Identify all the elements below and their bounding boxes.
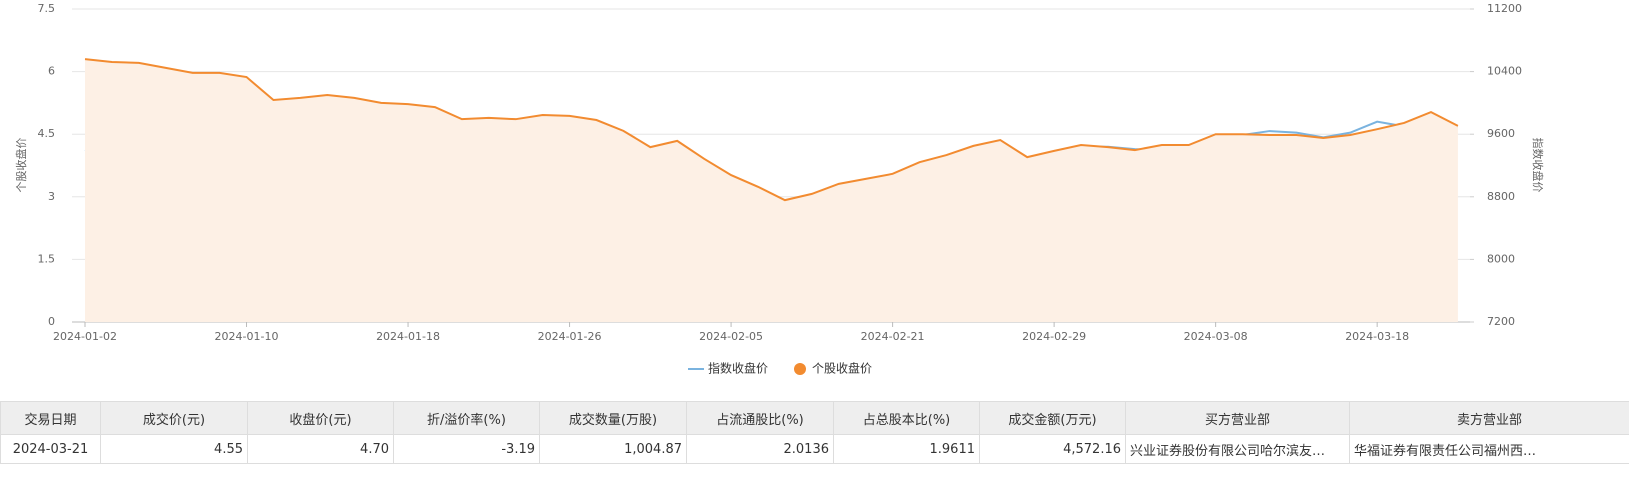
trade-table: 交易日期 成交价(元) 收盘价(元) 折/溢价率(%) 成交数量(万股) 占流通股比(%)… xyxy=(0,401,1629,464)
x-tick-label: 2024-01-18 xyxy=(376,330,440,343)
y2-tick-label: 7200 xyxy=(1487,315,1515,328)
y2-tick-label: 9600 xyxy=(1487,127,1515,140)
x-tick-label: 2024-02-21 xyxy=(861,330,925,343)
header-cell: 占总股本比(%) xyxy=(833,401,980,435)
y-tick-label: 7.5 xyxy=(38,2,56,15)
y-tick-label: 4.5 xyxy=(38,127,56,140)
table-cell: 华福证券有限责任公司福州西… xyxy=(1349,434,1629,464)
y-axis-label: 个股收盘价 xyxy=(14,138,28,193)
x-tick-label: 2024-02-29 xyxy=(1022,330,1086,343)
header-cell: 成交价(元) xyxy=(100,401,248,435)
table-cell: 4.70 xyxy=(247,434,394,464)
x-tick-label: 2024-01-02 xyxy=(53,330,117,343)
header-cell: 交易日期 xyxy=(0,401,101,435)
x-tick-label: 2024-01-10 xyxy=(215,330,279,343)
series-line xyxy=(84,58,1459,202)
y2-axis-label: 指数收盘价 xyxy=(1531,138,1545,193)
table-cell: 1.9611 xyxy=(833,434,980,464)
y2-tick-label: 11200 xyxy=(1487,2,1522,15)
chart: 个股收盘价 指数收盘价 0 1.5 3 4.5 6 7.5 7200 8000 8800 9600… xyxy=(14,2,1545,376)
table-cell: 2.0136 xyxy=(686,434,834,464)
header-cell: 成交金额(万元) xyxy=(979,401,1126,435)
table-cell: 4,572.16 xyxy=(979,434,1126,464)
y-tick-label: 6 xyxy=(48,65,55,78)
header-cell: 卖方营业部 xyxy=(1349,401,1629,435)
table-cell: 1,004.87 xyxy=(539,434,687,464)
legend-label: 个股收盘价 xyxy=(812,361,872,376)
legend-label: 指数收盘价 xyxy=(708,361,768,376)
y2-tick-label: 8000 xyxy=(1487,252,1515,265)
x-tick-label: 2024-01-26 xyxy=(538,330,602,343)
legend-icon xyxy=(794,363,806,375)
header-cell: 折/溢价率(%) xyxy=(393,401,540,435)
header-cell: 占流通股比(%) xyxy=(686,401,834,435)
x-tick-label: 2024-03-18 xyxy=(1345,330,1409,343)
table-cell: -3.19 xyxy=(393,434,540,464)
table-row: 2024-03-21 4.55 4.70 -3.19 1,004.87 2.0136 1.9… xyxy=(0,434,1629,464)
header-cell: 成交数量(万股) xyxy=(539,401,687,435)
area-fill xyxy=(85,59,1458,322)
y-tick-label: 3 xyxy=(48,190,55,203)
x-tick-label: 2024-02-05 xyxy=(699,330,763,343)
header-cell: 收盘价(元) xyxy=(247,401,394,435)
table-body: 2024-03-21 4.55 4.70 -3.19 1,004.87 2.0136 1.9… xyxy=(0,434,1629,464)
table-cell: 4.55 xyxy=(100,434,248,464)
header-cell: 买方营业部 xyxy=(1125,401,1350,435)
table-cell: 2024-03-21 xyxy=(0,434,101,464)
y2-tick-label: 8800 xyxy=(1487,190,1515,203)
x-tick-label: 2024-03-08 xyxy=(1184,330,1248,343)
header-row: 交易日期 成交价(元) 收盘价(元) 折/溢价率(%) 成交数量(万股) 占流通股比(%)… xyxy=(0,401,1629,435)
table-cell: 兴业证券股份有限公司哈尔滨友… xyxy=(1125,434,1350,464)
y-tick-label: 0 xyxy=(48,315,55,328)
y2-tick-label: 10400 xyxy=(1487,65,1522,78)
y-tick-label: 1.5 xyxy=(38,252,56,265)
